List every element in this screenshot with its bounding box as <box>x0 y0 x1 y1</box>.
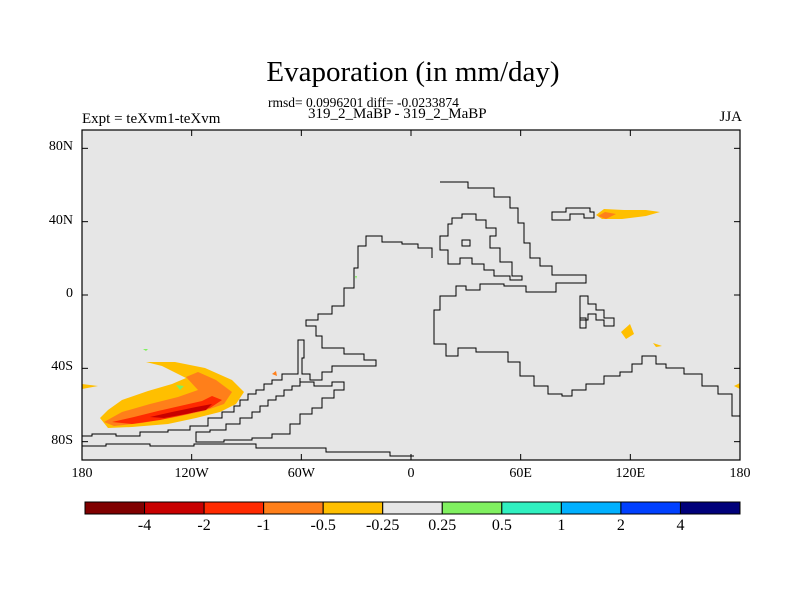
colorbar-swatch <box>620 501 681 515</box>
anomaly-region-dateline-east <box>734 383 740 389</box>
lat-tick-label: 40N <box>48 212 73 228</box>
coastline-western-landmass <box>82 235 433 437</box>
plot-title: Evaporation (in mm/day) <box>266 56 560 88</box>
lon-tick-label: 120E <box>615 466 646 481</box>
colorbar-label: 2 <box>616 517 625 534</box>
anomaly-region-pacific-small <box>653 343 662 347</box>
anomaly-region-asia-outer <box>596 209 660 219</box>
anomaly-region-southpacific-middle <box>104 372 232 426</box>
colorbar-swatch <box>84 501 146 515</box>
anomaly-region-green-b <box>143 349 148 351</box>
lat-tick-label: 80N <box>48 139 73 155</box>
anomaly-region-australia <box>621 324 634 339</box>
lat-tick-label: 80S <box>51 432 73 448</box>
colorbar-swatch <box>382 501 443 515</box>
colorbar-swatch <box>203 501 265 515</box>
anomaly-region-asia-core <box>598 212 616 219</box>
lon-tick-label: 180 <box>729 466 751 481</box>
continent-outlines <box>82 181 741 457</box>
colorbar-swatch <box>560 501 622 515</box>
season-label: JJA <box>719 109 742 125</box>
colorbar <box>84 501 741 515</box>
colorbar-swatch <box>263 501 324 515</box>
experiment-label: Expt = teXvm1-teXvm <box>82 111 221 127</box>
lon-tick-label: 180 <box>71 466 93 481</box>
lon-tick-label: 120W <box>174 466 209 481</box>
coastline-inner-isthmus <box>195 378 345 443</box>
case-label: 319_2_MaBP - 319_2_MaBP <box>308 106 487 122</box>
lon-tick-label: 60W <box>287 466 315 481</box>
anomaly-region-green-c <box>355 276 357 279</box>
coastline-main-landmass <box>433 181 741 440</box>
coastline-south-margin <box>82 443 414 457</box>
anomaly-region-southpacific-core <box>112 396 222 424</box>
coastline-east-peninsula <box>579 295 615 327</box>
colorbar-swatch <box>322 501 384 515</box>
lon-tick-label: 60E <box>509 466 532 481</box>
colorbar-label: 0.25 <box>428 517 457 534</box>
colorbar-label: -4 <box>137 517 152 534</box>
colorbar-swatch <box>441 501 503 515</box>
coastline-small-island <box>461 239 471 247</box>
anomaly-shading <box>82 209 740 428</box>
colorbar-swatch <box>679 501 741 515</box>
coastline-inner-basin <box>439 213 523 281</box>
anomaly-region-dateline-west <box>82 384 98 389</box>
colorbar-label: -1 <box>256 517 271 534</box>
coastline-northeast-island <box>551 207 595 221</box>
lat-tick-label: 0 <box>66 286 73 301</box>
anomaly-region-southamerica <box>272 371 277 376</box>
lat-tick-label: 40S <box>51 359 73 375</box>
tick-marks <box>81 130 741 460</box>
colorbar-label: 4 <box>676 517 685 534</box>
colorbar-label: -2 <box>197 517 211 534</box>
colorbar-label: -0.25 <box>366 517 400 534</box>
anomaly-region-green-a <box>176 385 184 390</box>
colorbar-label: 0.5 <box>491 517 512 534</box>
colorbar-label: -0.5 <box>310 517 336 534</box>
colorbar-swatch <box>501 501 562 515</box>
colorbar-swatch <box>144 501 205 515</box>
colorbar-label: 1 <box>557 517 566 534</box>
lon-tick-label: 0 <box>407 466 415 481</box>
anomaly-region-southpacific-max <box>150 404 212 418</box>
stats-line: rmsd= 0.0996201 diff= -0.0233874 <box>268 95 459 110</box>
coastline-east-islet <box>579 317 587 329</box>
